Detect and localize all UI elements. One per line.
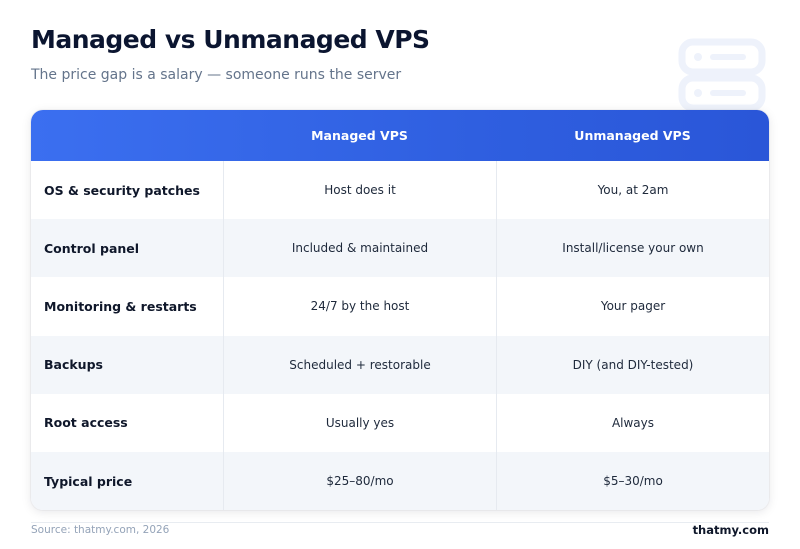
- unmanaged-cell: Your pager: [496, 277, 769, 336]
- unmanaged-cell: Install/license your own: [496, 219, 769, 278]
- table-row: OS & security patches Host does it You, …: [31, 161, 769, 220]
- table-row: Control panel Included & maintained Inst…: [31, 219, 769, 278]
- unmanaged-cell: You, at 2am: [496, 161, 769, 220]
- managed-cell: Included & maintained: [223, 219, 496, 278]
- comparison-table: Managed VPS Unmanaged VPS OS & security …: [31, 110, 769, 510]
- column-header-managed: Managed VPS: [311, 128, 408, 143]
- table-row: Typical price $25–80/mo $5–30/mo: [31, 451, 769, 510]
- table-header: Managed VPS Unmanaged VPS: [31, 110, 769, 161]
- row-label: Monitoring & restarts: [44, 298, 197, 314]
- unmanaged-cell: DIY (and DIY-tested): [496, 335, 769, 394]
- column-header-unmanaged: Unmanaged VPS: [574, 128, 691, 143]
- table-row: Monitoring & restarts 24/7 by the host Y…: [31, 277, 769, 336]
- column-header-feature: [31, 110, 223, 161]
- row-label: Backups: [44, 357, 103, 373]
- row-label: Control panel: [44, 240, 140, 256]
- row-label: Root access: [44, 415, 128, 431]
- table-row: Root access Usually yes Always: [31, 393, 769, 452]
- unmanaged-cell: $5–30/mo: [496, 451, 769, 510]
- row-label: OS & security patches: [44, 182, 200, 198]
- row-label: Typical price: [44, 473, 133, 489]
- page-subtitle: The price gap is a salary — someone runs…: [31, 67, 402, 83]
- managed-cell: Scheduled + restorable: [223, 335, 496, 394]
- page-title: Managed vs Unmanaged VPS: [31, 25, 430, 54]
- managed-cell: $25–80/mo: [223, 451, 496, 510]
- managed-cell: Host does it: [223, 161, 496, 220]
- managed-cell: Usually yes: [223, 393, 496, 452]
- managed-cell: 24/7 by the host: [223, 277, 496, 336]
- unmanaged-cell: Always: [496, 393, 769, 452]
- server-icon: [678, 38, 766, 112]
- source-note: Source: thatmy.com, 2026: [31, 524, 170, 536]
- brand-link[interactable]: thatmy.com: [692, 523, 769, 537]
- footer-divider: [31, 522, 769, 523]
- table-row: Backups Scheduled + restorable DIY (and …: [31, 335, 769, 394]
